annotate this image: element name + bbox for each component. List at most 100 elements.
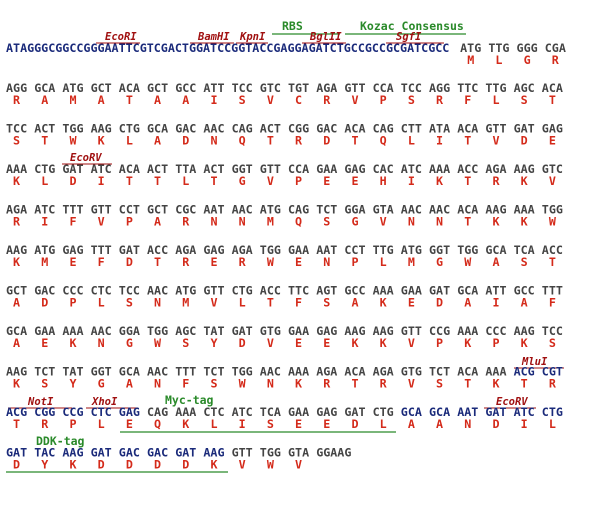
codon: CAG [373,122,394,136]
amino-acid: L [495,53,502,67]
amino-acid: V [267,93,274,107]
amino-acid: T [464,174,471,188]
amino-acid: A [351,296,358,310]
amino-acid: T [549,93,556,107]
amino-acid: L [182,174,189,188]
codon: CCG [62,405,83,419]
amino-acid: S [521,255,528,269]
amino-acid: S [41,377,48,391]
amino-acid: F [182,377,189,391]
amino-acid: L [380,417,387,431]
amino-acid: A [126,377,133,391]
amino-acid: D [182,134,189,148]
codon: GTT [91,203,112,217]
codon: CGC [175,203,196,217]
amino-acid: I [41,215,48,229]
amino-acid: Y [210,336,217,350]
codon: GAC [119,446,140,460]
codon: GTA [288,446,309,460]
amino-acid: K [521,336,528,350]
codon: ACC [260,284,281,298]
codon: GCA [119,365,140,379]
codon: CCA [373,81,394,95]
codon: AAC [203,122,224,136]
codon: GTT [401,324,422,338]
codon: GTG [401,365,422,379]
amino-acid: P [126,215,133,229]
codon: TCT [429,365,450,379]
amino-acid: G [126,336,133,350]
codon: GTA [373,203,394,217]
amino-acid: F [549,296,556,310]
amino-acid: G [239,174,246,188]
codon: GAA [316,162,337,176]
codon: ACG [514,365,535,379]
amino-acid: L [41,174,48,188]
amino-acid: V [351,93,358,107]
codon: ACA [119,81,140,95]
codon: ACT [34,122,55,136]
codon: GAA [401,284,422,298]
codon: CGT [542,365,563,379]
codon: GCA [147,122,168,136]
codon: GAG [62,243,83,257]
amino-acid: D [98,458,105,472]
codon: CCA [288,162,309,176]
codon: ATG [260,203,281,217]
codon: GAT [6,446,27,460]
enzyme-label: NotI [27,396,54,408]
amino-acid: C [295,93,302,107]
codon: CGG [34,405,55,419]
codon: AAC [401,203,422,217]
amino-acid: R [549,377,557,391]
codon: GGT [429,243,450,257]
amino-acid: G [351,215,358,229]
codon: GCA [401,405,422,419]
amino-acid: G [98,377,105,391]
amino-acid: R [41,417,49,431]
codon: AAT [316,243,337,257]
amino-acid: L [126,134,133,148]
amino-acid: N [210,134,217,148]
amino-acid: S [126,296,133,310]
amino-acid: T [464,215,471,229]
amino-acid: L [380,255,387,269]
amino-acid: F [295,296,302,310]
codon: AAG [203,446,224,460]
amino-acid: Y [41,458,48,472]
amino-acid: Q [295,215,302,229]
codon: GTC [260,81,281,95]
amino-acid: K [98,134,105,148]
amino-acid: W [239,377,247,391]
codon: CGA [545,41,566,55]
amino-acid: V [408,377,415,391]
codon: TGT [288,81,309,95]
codon: GTT [232,446,253,460]
amino-acid: T [549,255,556,269]
amino-acid: E [323,417,330,431]
amino-acid: I [408,174,415,188]
amino-acid: A [154,93,161,107]
codon: ATT [203,81,224,95]
amino-acid: V [380,215,387,229]
codon: CCT [344,243,365,257]
amino-acid: E [210,255,217,269]
feature-label: Kozac Consensus [360,19,464,33]
codon: TTT [542,284,563,298]
feature-annotations: EcoRI BamHI KpnI RBS BglII Kozac Consens… [6,19,564,473]
codon: AAC [260,365,281,379]
amino-acid: D [492,417,499,431]
amino-acid: E [351,174,358,188]
codon: TCC [119,284,140,298]
codon: ACA [457,365,478,379]
amino-acid: F [69,215,76,229]
amino-acid: K [295,377,302,391]
amino-acid: N [408,215,415,229]
codon: ATG [62,81,83,95]
amino-acid: K [210,458,217,472]
codon: TCT [34,365,55,379]
codon: ATT [485,284,506,298]
amino-acid: E [323,174,330,188]
codon: ATA [429,122,450,136]
